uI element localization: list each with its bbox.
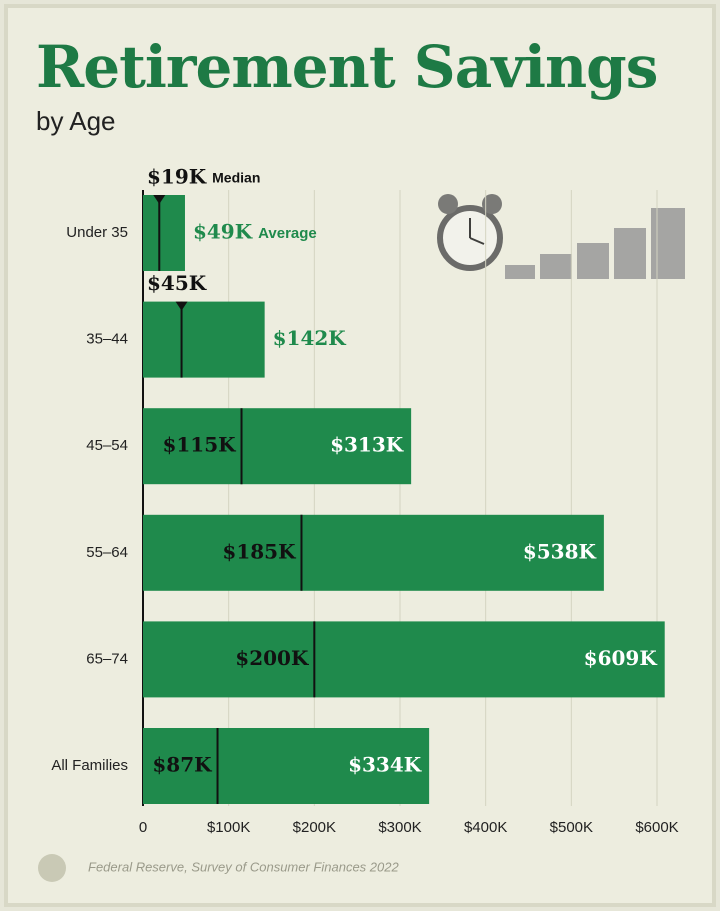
bar: [143, 514, 604, 591]
y-tick-label: 65–74: [86, 650, 128, 667]
average-label: $313K: [330, 433, 404, 457]
grid: [228, 190, 658, 806]
x-tick-label: $300K: [378, 819, 421, 836]
x-tick-label: 0: [139, 819, 147, 836]
bar: [143, 621, 665, 698]
x-tick-label: $200K: [293, 819, 336, 836]
x-tick-label: $600K: [635, 819, 678, 836]
y-tick-label: 55–64: [86, 544, 128, 561]
source: Federal Reserve, Survey of Consumer Fina…: [88, 859, 399, 874]
bar: [143, 408, 412, 485]
average-label: $142K: [273, 326, 347, 350]
average-label: $49K: [193, 220, 253, 244]
median-label: $45K: [147, 271, 207, 295]
median-label: $185K: [222, 539, 296, 563]
average-label: $334K: [348, 753, 422, 777]
x-tick-label: $100K: [207, 819, 250, 836]
median-label: $115K: [162, 433, 236, 457]
median-label: $200K: [235, 646, 309, 670]
y-tick-label: All Families: [51, 757, 128, 774]
bar: [143, 195, 185, 271]
bar: [143, 728, 430, 804]
x-tick-label: $500K: [550, 819, 593, 836]
legend-median: Median: [212, 170, 260, 186]
decoration: [437, 194, 685, 279]
bar: [143, 301, 265, 378]
average-label: $538K: [523, 539, 597, 563]
median-label: $19K: [147, 165, 207, 189]
average-label: $609K: [584, 646, 658, 670]
median-label: $87K: [152, 753, 212, 777]
logo: [38, 854, 66, 882]
median-pointer: [175, 301, 188, 311]
x-tick-label: $400K: [464, 819, 507, 836]
y-tick-label: 35–44: [86, 331, 128, 348]
y-tick-label: 45–54: [86, 437, 128, 454]
legend-average: Average: [258, 225, 317, 242]
median-pointer: [153, 195, 166, 204]
chart-subtitle: by Age: [36, 106, 116, 136]
chart-title: Retirement Savings: [36, 33, 657, 101]
y-tick-label: Under 35: [66, 224, 128, 241]
